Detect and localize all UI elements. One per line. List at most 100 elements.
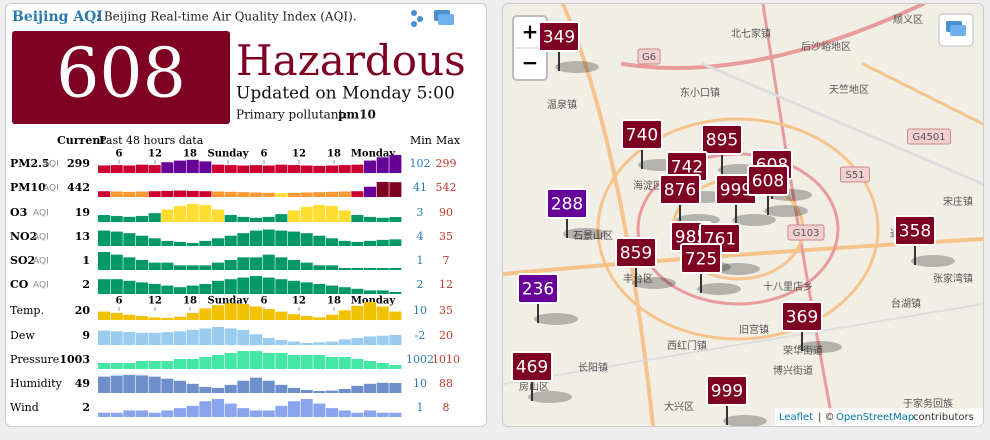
station-aqi[interactable]: 469 — [516, 358, 548, 378]
history-bar — [338, 339, 351, 345]
station-aqi[interactable]: 740 — [626, 126, 658, 146]
history-bar — [224, 191, 237, 197]
history-bar — [364, 240, 377, 246]
history-bar — [212, 164, 225, 173]
max-value: 35 — [439, 304, 453, 317]
station-aqi[interactable]: 725 — [685, 250, 717, 270]
station-marker[interactable] — [517, 273, 559, 304]
station-aqi[interactable]: 876 — [664, 181, 696, 201]
history-bar — [212, 262, 225, 270]
history-bar — [123, 314, 136, 320]
history-bar — [326, 285, 339, 294]
min-value: 3 — [417, 206, 424, 219]
min-value: 4 — [417, 230, 424, 243]
history-bar — [148, 412, 161, 417]
current-value: 9 — [82, 329, 90, 342]
history-bar — [351, 164, 364, 173]
history-bar — [136, 215, 149, 222]
station-marker[interactable] — [621, 119, 663, 150]
max-value: 20 — [439, 329, 453, 342]
max-value: 1010 — [432, 353, 460, 366]
history-bar — [351, 359, 364, 369]
station-marker[interactable] — [701, 124, 743, 155]
history-bar — [186, 265, 199, 270]
station-aqi[interactable]: 288 — [551, 195, 583, 215]
map-chat-icon[interactable] — [938, 13, 974, 47]
marker-shadow — [563, 228, 607, 240]
min-header: Min — [410, 134, 432, 147]
map[interactable]: + − 北七家镇顺义区后沙峪地区东小口镇天竺地区温泉镇海淀区石景山区丰台区通州区… — [503, 4, 983, 426]
city-link[interactable]: Beijing AQI — [12, 9, 103, 25]
station-aqi[interactable]: 999 — [711, 382, 743, 402]
history-bar — [376, 181, 389, 197]
place-label: 丰台区 — [623, 272, 653, 285]
history-bar — [212, 209, 225, 222]
min-value: 10 — [413, 304, 427, 317]
history-bar — [174, 190, 187, 197]
history-bar — [123, 332, 136, 345]
osm-link[interactable]: OpenStreetMap — [836, 412, 914, 423]
station-marker[interactable] — [894, 215, 936, 246]
history-bar — [300, 165, 313, 173]
history-bar — [250, 410, 263, 417]
row-name: PM2.5 — [10, 157, 50, 170]
history-bar — [224, 353, 237, 369]
max-value: 8 — [443, 401, 450, 414]
station-aqi[interactable]: 236 — [522, 280, 554, 300]
history-bar — [199, 204, 212, 222]
marker-shadow — [555, 61, 599, 73]
station-aqi[interactable]: 999 — [720, 181, 752, 201]
aqi-box — [12, 31, 230, 124]
history-bar — [110, 375, 123, 393]
station-marker[interactable] — [706, 375, 748, 406]
history-bar — [376, 306, 389, 320]
station-marker[interactable] — [546, 188, 588, 219]
zoom-out[interactable]: − — [522, 51, 539, 75]
map-panel[interactable]: + − 北七家镇顺义区后沙峪地区东小口镇天竺地区温泉镇海淀区石景山区丰台区通州区… — [502, 3, 984, 427]
zoom-in[interactable]: + — [522, 20, 539, 44]
history-bar — [262, 380, 275, 393]
leaflet-link[interactable]: Leaflet — [779, 412, 813, 423]
place-label: 温泉镇 — [547, 98, 577, 111]
hour-label: 18 — [183, 296, 197, 307]
history-bar — [161, 190, 174, 197]
attribution-tail: contributors — [913, 412, 974, 423]
station-aqi[interactable]: 859 — [620, 244, 652, 264]
station-aqi[interactable]: 608 — [752, 172, 784, 192]
history-bar — [262, 277, 275, 294]
station-marker[interactable] — [659, 174, 701, 205]
station-marker[interactable] — [538, 21, 580, 52]
row-name: SO2 — [10, 254, 35, 267]
history-bar — [161, 285, 174, 294]
place-label: 西红门镇 — [667, 339, 707, 352]
history-bar — [161, 361, 174, 369]
place-label: 十八里店乡 — [763, 280, 813, 293]
station-aqi[interactable]: 369 — [786, 308, 818, 328]
history-bar — [186, 190, 199, 197]
chat-icon[interactable] — [434, 10, 454, 25]
current-value: 2 — [82, 278, 90, 291]
history-bar — [174, 316, 187, 320]
station-marker[interactable] — [747, 165, 789, 196]
history-bar — [300, 282, 313, 294]
history-bar — [148, 191, 161, 197]
station-aqi[interactable]: 895 — [706, 131, 738, 151]
hour-label: Monday — [351, 296, 396, 307]
station-marker[interactable] — [781, 301, 823, 332]
history-bar — [186, 242, 199, 246]
station-aqi[interactable]: 742 — [671, 158, 703, 178]
min-value: -2 — [415, 329, 426, 342]
history-bar — [338, 240, 351, 246]
pollutant: pm10 — [338, 108, 376, 122]
station-marker[interactable] — [511, 351, 553, 382]
history-bar — [237, 216, 250, 222]
history-bar — [288, 341, 301, 345]
history-bar — [98, 279, 111, 294]
station-marker[interactable] — [680, 243, 722, 274]
station-aqi[interactable]: 358 — [899, 222, 931, 242]
station-marker[interactable] — [615, 237, 657, 268]
share-icon[interactable] — [411, 10, 423, 27]
station-aqi[interactable]: 349 — [543, 28, 575, 48]
history-bar — [224, 215, 237, 222]
